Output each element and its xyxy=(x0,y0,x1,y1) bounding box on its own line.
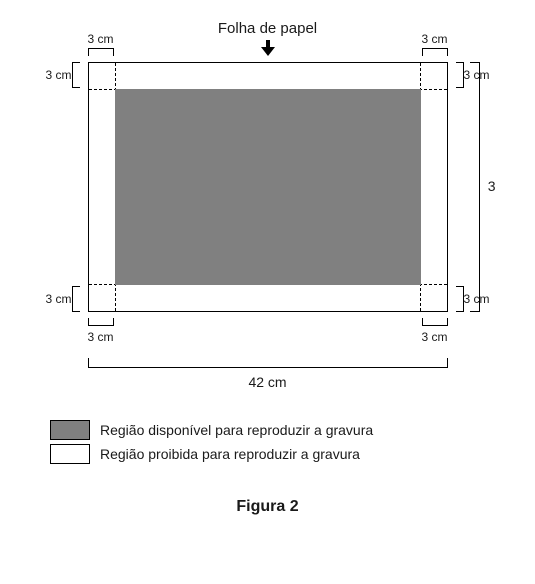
height-label: 3 xyxy=(488,178,496,194)
lbl-bottom-left: 3 cm xyxy=(88,330,114,344)
swatch-forbidden xyxy=(50,444,90,464)
swatch-available xyxy=(50,420,90,440)
height-dimension xyxy=(470,62,480,312)
figure-wrapper: Folha de papel 3 cm 3 cm 3 cm 3 cm 3 cm … xyxy=(10,20,525,516)
lbl-top-left: 3 cm xyxy=(88,32,114,46)
legend-available-text: Região disponível para reproduzir a grav… xyxy=(100,422,373,438)
lbl-left-top: 3 cm xyxy=(46,68,72,82)
dim-bottom-right xyxy=(422,318,448,326)
legend-forbidden-text: Região proibida para reproduzir a gravur… xyxy=(100,446,360,462)
dim-right-bottom xyxy=(456,286,464,312)
lbl-top-right: 3 cm xyxy=(421,32,447,46)
paper-sheet xyxy=(88,62,448,312)
width-label: 42 cm xyxy=(58,374,478,390)
available-region xyxy=(115,89,421,285)
dim-top-right xyxy=(422,48,448,56)
figure-caption: Figura 2 xyxy=(10,498,525,516)
lbl-left-bottom: 3 cm xyxy=(46,292,72,306)
legend: Região disponível para reproduzir a grav… xyxy=(50,420,525,464)
legend-item-available: Região disponível para reproduzir a grav… xyxy=(50,420,525,440)
dim-right-top xyxy=(456,62,464,88)
dim-left-bottom xyxy=(72,286,80,312)
diagram-area: 3 cm 3 cm 3 cm 3 cm 3 cm 3 cm 3 cm 3 cm … xyxy=(58,48,478,390)
dim-top-left xyxy=(88,48,114,56)
legend-item-forbidden: Região proibida para reproduzir a gravur… xyxy=(50,444,525,464)
dim-left-top xyxy=(72,62,80,88)
dim-bottom-left xyxy=(88,318,114,326)
lbl-bottom-right: 3 cm xyxy=(421,330,447,344)
paper-title: Folha de papel xyxy=(218,20,317,37)
width-dimension xyxy=(88,358,448,368)
